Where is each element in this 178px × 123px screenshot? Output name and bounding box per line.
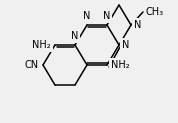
Text: N: N [83, 11, 91, 21]
Text: CH₃: CH₃ [146, 7, 164, 17]
Text: N: N [122, 40, 129, 50]
Text: NH₂: NH₂ [32, 40, 51, 50]
Text: N: N [103, 11, 111, 21]
Text: N: N [134, 20, 141, 30]
Text: NH₂: NH₂ [111, 60, 130, 70]
Text: N: N [71, 31, 79, 41]
Text: CN: CN [25, 60, 39, 70]
